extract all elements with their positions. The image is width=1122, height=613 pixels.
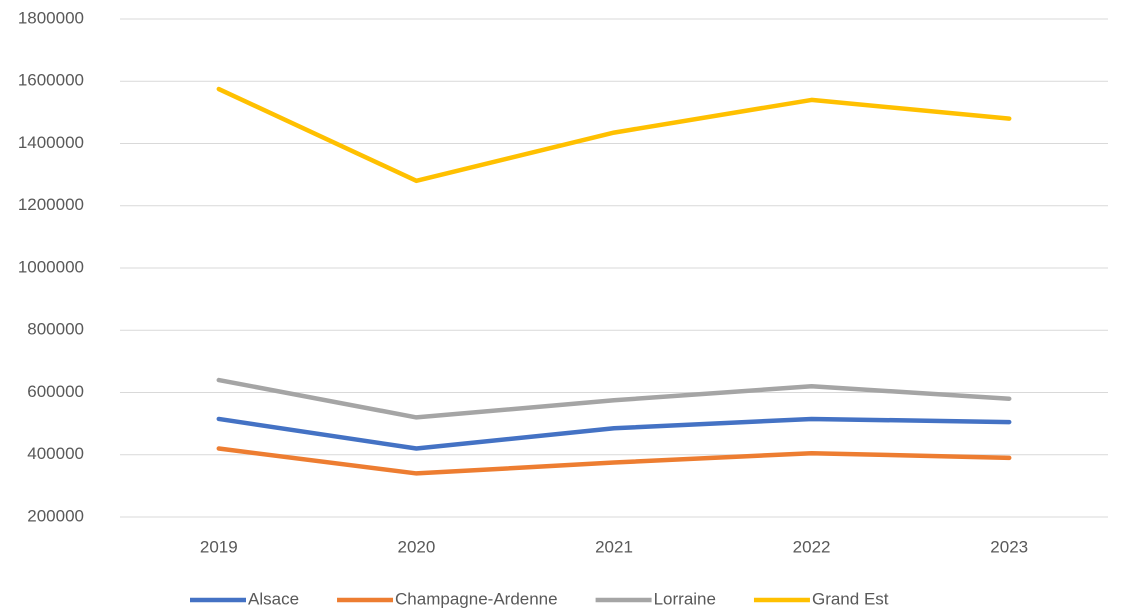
y-tick-label: 800000 — [27, 320, 84, 339]
y-tick-label: 600000 — [27, 382, 84, 401]
legend-label: Grand Est — [812, 589, 889, 608]
series-line — [216, 377, 1012, 420]
y-tick-label: 1600000 — [18, 71, 84, 90]
x-tick-label: 2021 — [595, 537, 633, 556]
series-line — [216, 416, 1012, 451]
y-tick-label: 1200000 — [18, 195, 84, 214]
x-tick-label: 2019 — [200, 537, 238, 556]
y-tick-label: 200000 — [27, 506, 84, 525]
series-line — [216, 86, 1012, 184]
x-tick-label: 2022 — [793, 537, 831, 556]
y-tick-label: 1000000 — [18, 257, 84, 276]
legend-label: Champagne-Ardenne — [395, 589, 558, 608]
y-tick-label: 1400000 — [18, 133, 84, 152]
legend-label: Lorraine — [654, 589, 716, 608]
x-tick-label: 2023 — [990, 537, 1028, 556]
series-line — [216, 446, 1012, 476]
y-tick-label: 1800000 — [18, 8, 84, 27]
y-tick-label: 400000 — [27, 444, 84, 463]
legend-label: Alsace — [248, 589, 299, 608]
x-tick-label: 2020 — [397, 537, 435, 556]
